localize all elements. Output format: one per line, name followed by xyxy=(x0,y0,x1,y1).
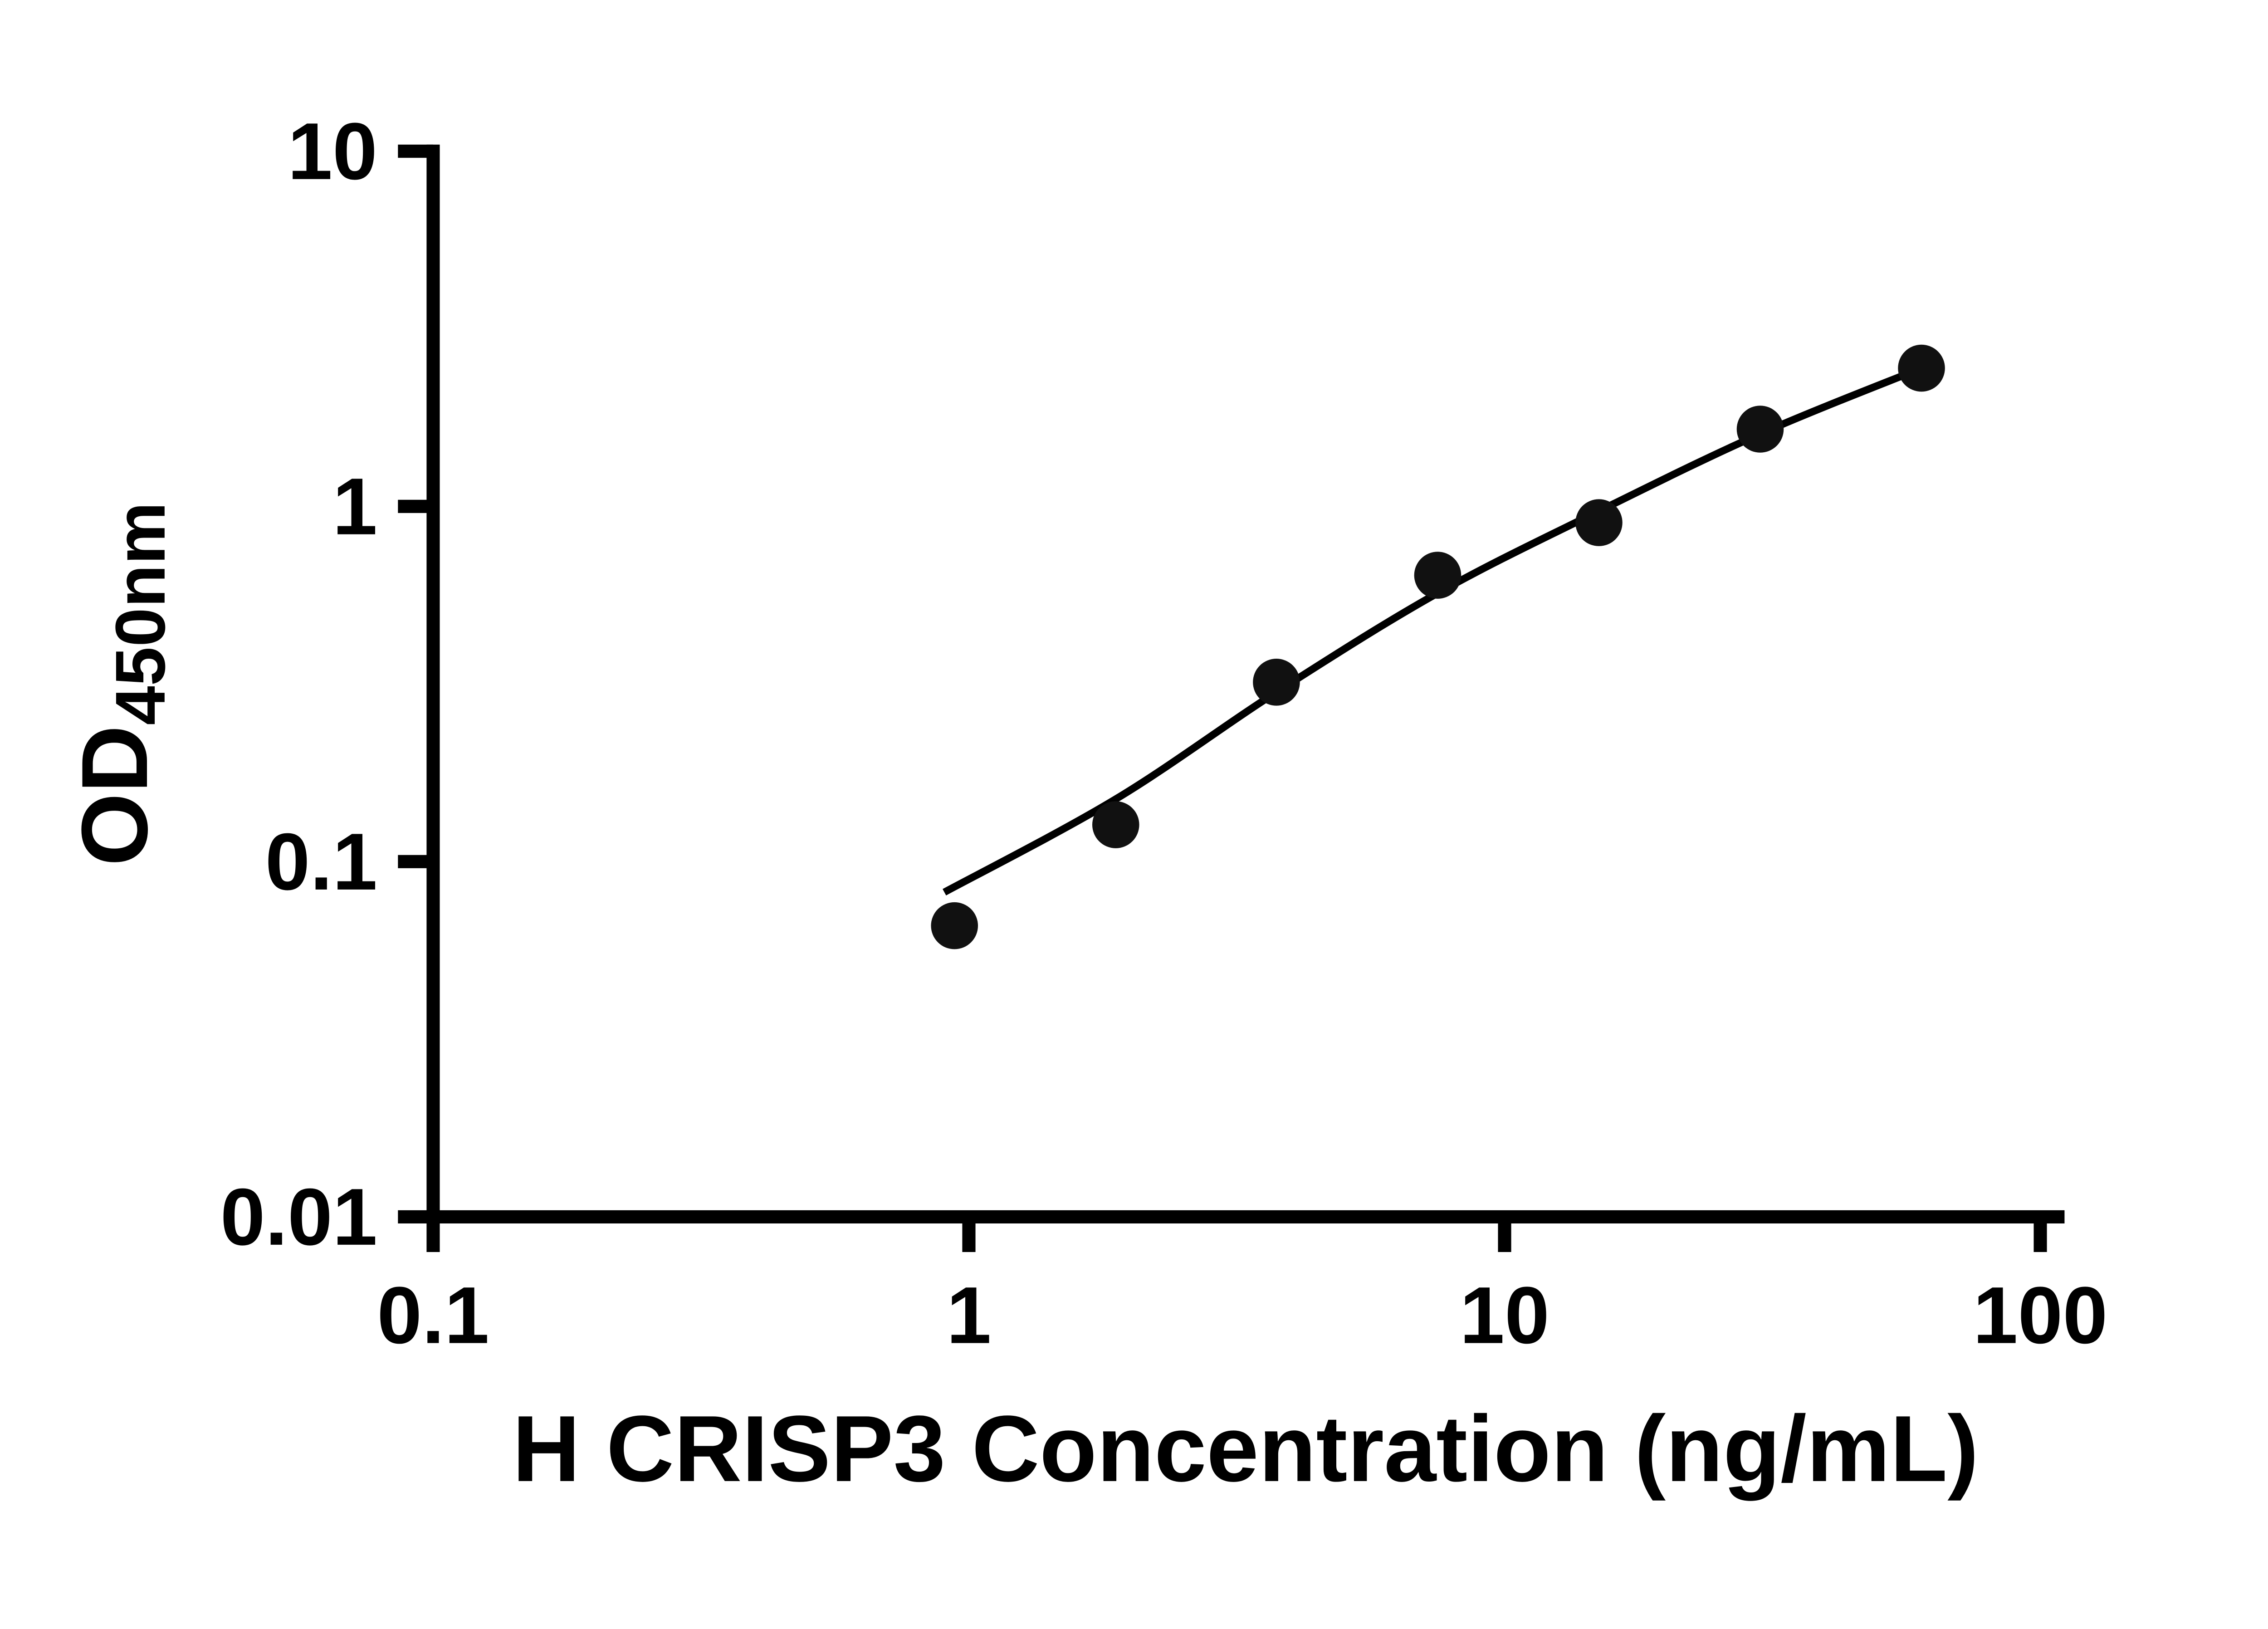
x-axis-title: H CRISP3 Concentration (ng/mL) xyxy=(513,1396,1979,1501)
y-tick-label: 10 xyxy=(288,106,377,196)
x-tick-label: 10 xyxy=(1460,1270,1549,1360)
y-axis-title: OD450nm xyxy=(62,502,180,866)
y-axis-title-subscript: 450nm xyxy=(101,502,180,725)
x-axis: 0.1 1 10 100 xyxy=(377,1210,2108,1360)
data-points xyxy=(931,344,1945,949)
data-point xyxy=(1575,499,1623,546)
y-tick-label: 0.1 xyxy=(265,817,377,907)
page-background: 10 1 0.1 0.01 0.1 1 10 100 H CRISP3 Concentrat… xyxy=(62,106,2108,1501)
data-point xyxy=(1414,552,1461,599)
x-tick-label: 0.1 xyxy=(377,1270,489,1360)
data-point xyxy=(1736,406,1784,453)
data-point xyxy=(1092,801,1139,848)
y-axis: 10 1 0.1 0.01 xyxy=(220,106,440,1262)
y-tick-label: 1 xyxy=(332,461,377,552)
y-axis-title-main: OD xyxy=(62,725,167,866)
data-point xyxy=(1253,659,1300,706)
elisa-standard-curve-figure: 10 1 0.1 0.01 0.1 1 10 100 H CRISP3 Concentrat… xyxy=(62,106,2108,1501)
x-tick-label: 1 xyxy=(946,1270,991,1360)
data-point xyxy=(1898,344,1945,392)
data-point xyxy=(931,902,978,949)
y-tick-label: 0.01 xyxy=(220,1172,377,1262)
x-tick-label: 100 xyxy=(1973,1270,2108,1360)
